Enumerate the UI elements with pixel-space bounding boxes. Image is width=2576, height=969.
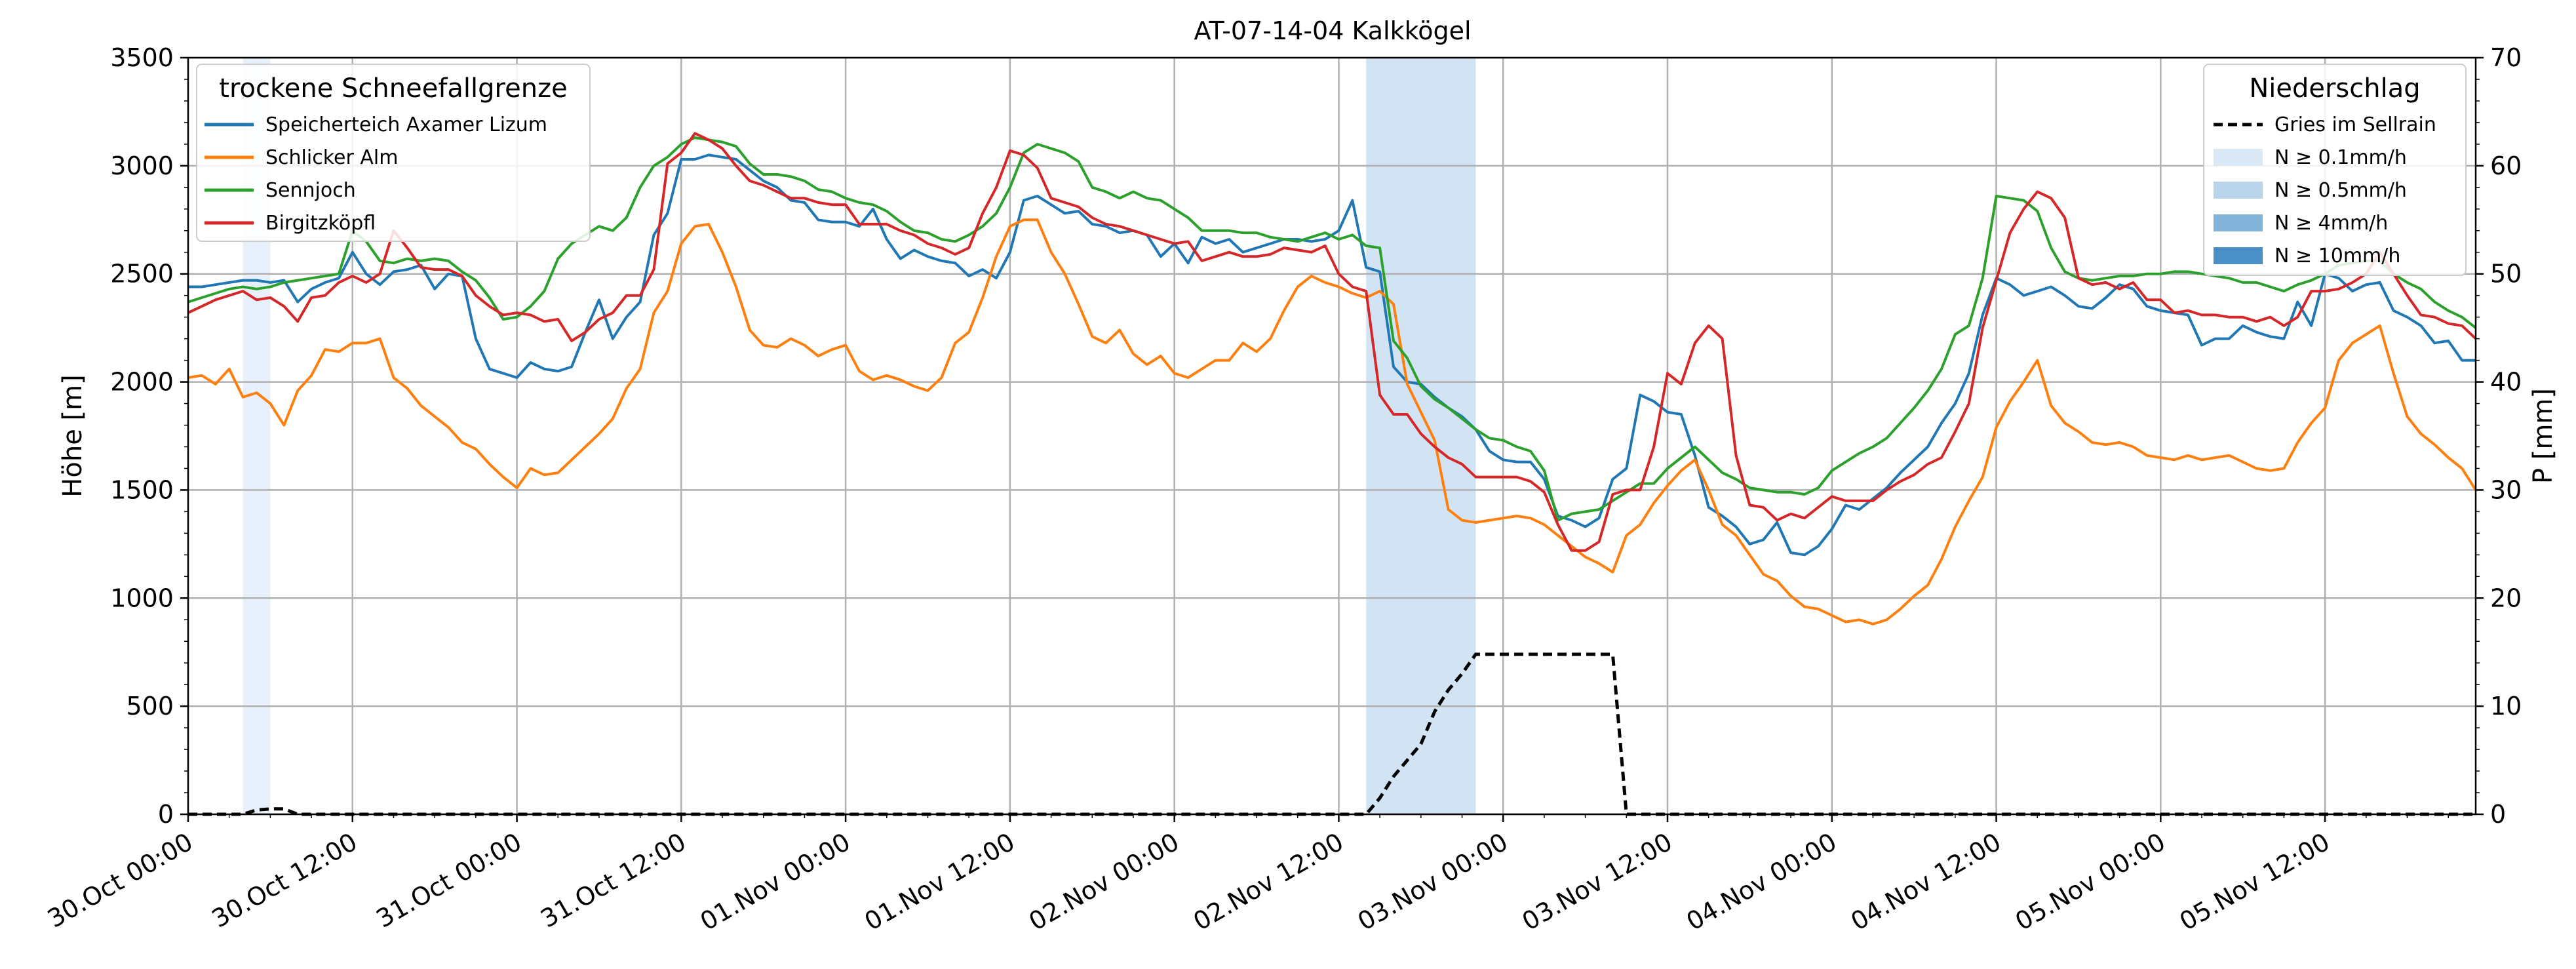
legend-right-patch-2 (2214, 214, 2263, 231)
legend-right-line-label: Gries im Sellrain (2274, 113, 2436, 136)
legend-right-patch-label-1: N ≥ 0.5mm/h (2274, 179, 2407, 202)
precipitation-line (188, 652, 2476, 816)
legend-right-patch-label-3: N ≥ 10mm/h (2274, 245, 2400, 267)
y-tick-label: 2500 (110, 260, 174, 288)
legend-right: Niederschlag Gries im Sellrain N ≥ 0.1mm… (2203, 64, 2467, 276)
legend-right-patch-3 (2214, 247, 2263, 264)
y-tick-label: 1000 (110, 583, 174, 612)
legend-left-box (196, 64, 591, 242)
legend-right-title: Niederschlag (2249, 73, 2420, 104)
precip-line (188, 652, 2476, 816)
y-tick-label: 0 (158, 800, 174, 829)
legend-right-box (2203, 64, 2467, 276)
y2-tick-label: 50 (2490, 260, 2522, 288)
y-tick-label: 1500 (110, 475, 174, 504)
series-line-1 (187, 218, 2477, 625)
series-lines (187, 132, 2477, 625)
y-axis-label: Höhe [m] (58, 374, 88, 497)
legend-left-label-0: Speicherteich Axamer Lizum (265, 113, 547, 136)
y2-tick-label: 10 (2490, 692, 2522, 721)
legend-left-label-3: Birgitzköpfl (265, 212, 376, 235)
y2-tick-label: 0 (2490, 800, 2506, 829)
legend-left-items: Speicherteich Axamer Lizum Schlicker Alm S… (205, 113, 547, 235)
y-tick-label: 500 (126, 692, 174, 721)
y2-tick-label: 20 (2490, 583, 2522, 612)
y2-tick-label: 70 (2490, 43, 2522, 72)
legend-right-patches: N ≥ 0.1mm/h N ≥ 0.5mm/h N ≥ 4mm/h N ≥ 10mm/… (2214, 146, 2407, 267)
y-tick-label: 2000 (110, 368, 174, 397)
legend-right-patch-0 (2214, 149, 2263, 166)
series-line-2 (187, 136, 2477, 522)
legend-right-patch-1 (2214, 182, 2263, 199)
y2-tick-label: 60 (2490, 151, 2522, 180)
legend-right-patch-label-0: N ≥ 0.1mm/h (2274, 146, 2407, 169)
legend-left-label-2: Sennjoch (265, 179, 356, 202)
legend-left: trockene Schneefallgrenze Speicherteich … (196, 64, 591, 242)
right-axis-ticks: 0 10 20 30 40 50 60 70 (2476, 43, 2522, 829)
legend-left-title: trockene Schneefallgrenze (219, 73, 567, 104)
y-tick-label: 3000 (110, 151, 174, 180)
chart-title: AT-07-14-04 Kalkkögel (1194, 16, 1471, 45)
legend-left-label-1: Schlicker Alm (265, 146, 398, 169)
y-tick-label: 3500 (110, 43, 174, 72)
legend-right-patch-label-2: N ≥ 4mm/h (2274, 212, 2388, 235)
y2-tick-label: 30 (2490, 475, 2522, 504)
plot-frame (187, 56, 2477, 816)
y2-tick-label: 40 (2490, 368, 2522, 397)
left-axis-ticks: 0 500 1000 1500 2000 2500 3000 3500 (110, 43, 188, 829)
series-line-3 (187, 132, 2477, 552)
precip-band-1 (1366, 58, 1476, 814)
y2-axis-label: P [mm] (2528, 388, 2558, 484)
